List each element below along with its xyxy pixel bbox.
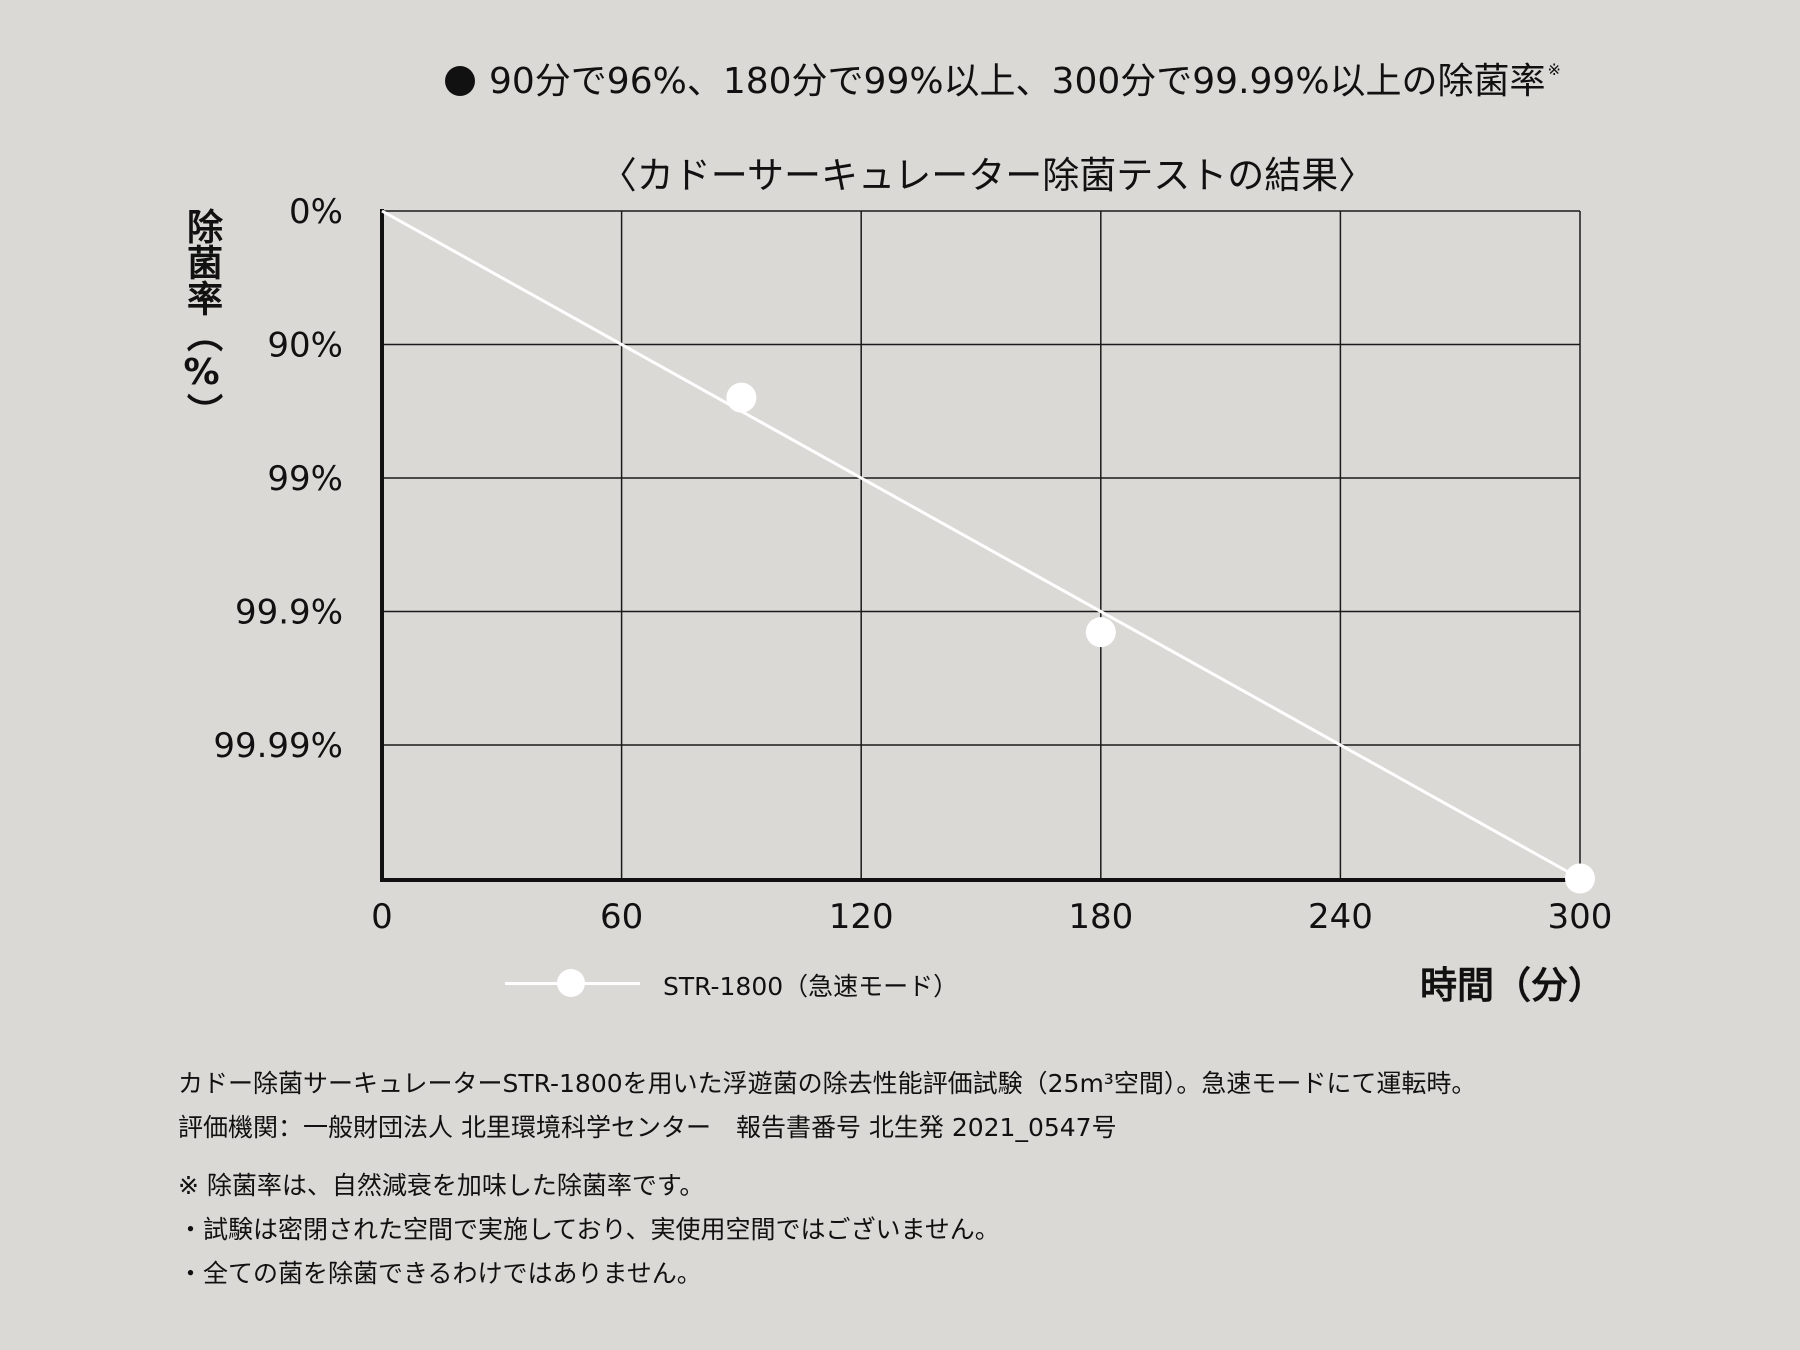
legend-marker [557,969,585,997]
headline-text: 90分で96%、180分で99%以上、300分で99.99%以上の除菌率 [489,61,1546,102]
y-tick-label: 99.9% [235,593,343,633]
note-sealed-space: ・試験は密閉された空間で実施しており、実使用空間ではございません。 [178,1215,1000,1244]
series-line [381,209,1581,880]
headline: 90分で96%、180分で99%以上、300分で99.99%以上の除菌率 ※ [445,52,1561,104]
y-axis-label: 除菌率（%） [181,208,222,429]
note-not-all-bacteria: ・全ての菌を除菌できるわけではありません。 [178,1259,702,1288]
note-natural-decay: ※ 除菌率は、自然減衰を加味した除菌率です。 [178,1171,705,1200]
y-tick-label: 0% [289,192,343,232]
data-point [1565,863,1595,894]
x-tick-label: 240 [1308,897,1373,937]
data-point [1085,617,1116,648]
x-tick-label: 120 [829,897,894,937]
bullet-dot-icon [445,66,475,96]
y-tick-label: 90% [267,326,343,366]
y-tick-label: 99.99% [213,726,343,766]
note-evaluation-body: 評価機関：一般財団法人 北里環境科学センター 報告書番号 北生発 2021_05… [178,1113,1117,1142]
x-tick-label: 300 [1548,897,1613,937]
x-tick-label: 180 [1068,897,1133,937]
x-axis-label: 時間（分） [1420,964,1605,1007]
data-point [726,382,757,413]
x-tick-label: 0 [371,897,393,937]
footnotes: カドー除菌サーキュレーターSTR-1800を用いた浮遊菌の除去性能評価試験（25… [178,1062,1476,1296]
legend-label: STR-1800（急速モード） [663,972,959,1001]
y-tick-label: 99% [267,459,343,499]
x-tick-label: 60 [600,897,643,937]
headline-note-mark: ※ [1547,60,1561,79]
legend-swatch [505,963,640,1003]
note-test-description: カドー除菌サーキュレーターSTR-1800を用いた浮遊菌の除去性能評価試験（25… [178,1069,1477,1098]
chart-title: 〈カドーサーキュレーター除菌テストの結果〉 [599,154,1376,197]
